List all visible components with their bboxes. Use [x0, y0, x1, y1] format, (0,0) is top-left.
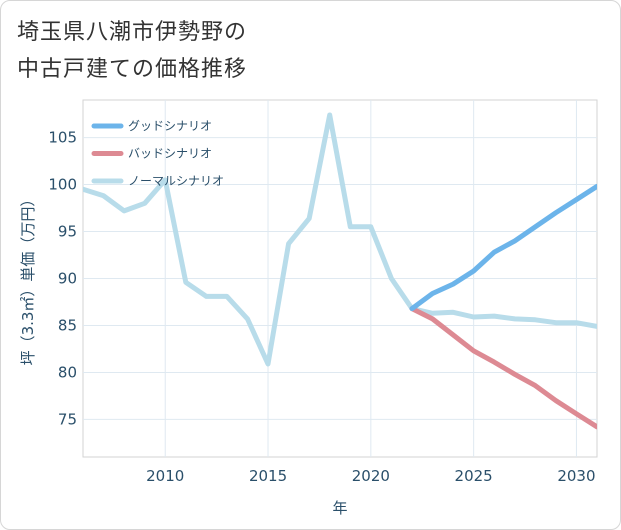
- x-tick-label: 2030: [557, 467, 595, 485]
- y-axis-label: 坪（3.3㎡）単価（万円）: [19, 192, 37, 366]
- y-tick-label: 80: [58, 363, 77, 381]
- x-axis-label: 年: [332, 499, 347, 517]
- chart-title-line-1: 埼玉県八潮市伊勢野の: [17, 20, 248, 45]
- series-line-1: [409, 183, 597, 312]
- x-tick-label: 2020: [352, 467, 390, 485]
- y-tick-label: 105: [48, 129, 77, 147]
- series-line-2: [409, 306, 597, 430]
- x-tick-label: 2010: [146, 467, 184, 485]
- chart-title-line-2: 中古戸建ての価格推移: [17, 57, 248, 82]
- x-tick-label: 2015: [249, 467, 287, 485]
- x-tick-label: 2025: [455, 467, 493, 485]
- series-lines: [83, 112, 597, 430]
- y-tick-label: 85: [58, 316, 77, 334]
- y-tick-label: 90: [58, 270, 77, 288]
- y-tick-labels: 75 80 85 90 95 100 105: [48, 129, 77, 429]
- series-line-3: [83, 112, 597, 367]
- chart-title: 埼玉県八潮市伊勢野の 中古戸建ての価格推移: [17, 14, 247, 88]
- legend-label: バッドシナリオ: [128, 147, 212, 161]
- legend-label: グッドシナリオ: [128, 119, 212, 133]
- y-tick-label: 100: [48, 176, 77, 194]
- legend-label: ノーマルシナリオ: [128, 174, 224, 188]
- x-tick-labels: 2010 2015 2020 2025 2030: [146, 467, 595, 485]
- y-tick-label: 95: [58, 223, 77, 241]
- y-tick-label: 75: [58, 410, 77, 428]
